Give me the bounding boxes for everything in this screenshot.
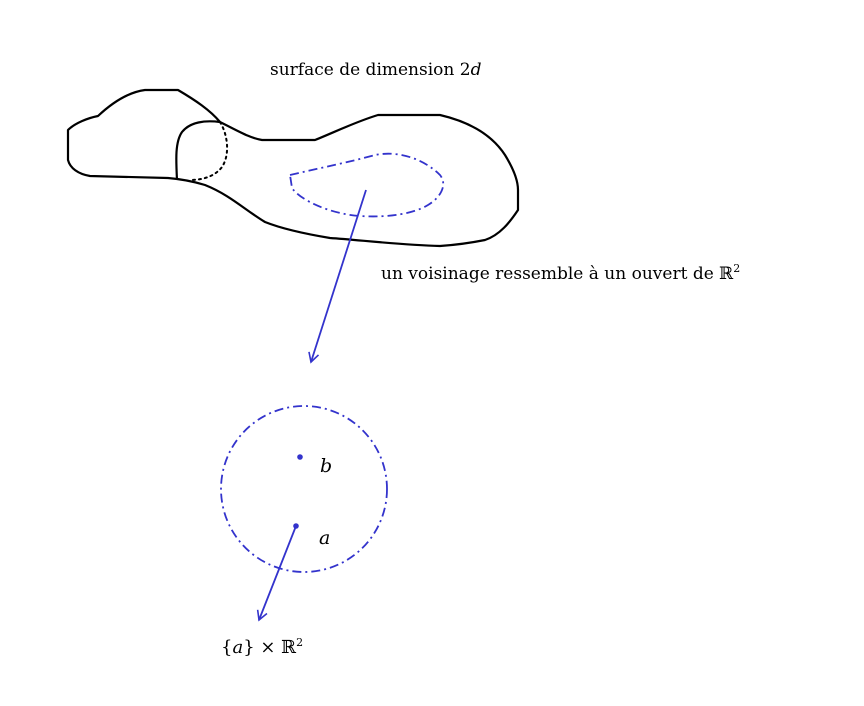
fiber-set-exponent: 2 <box>296 636 304 649</box>
neighborhood-region <box>288 152 445 218</box>
fiber-set-open: { <box>221 637 233 658</box>
open-disc <box>220 405 388 573</box>
point-a-label: a <box>319 527 331 549</box>
surface-title-label: surface de dimension 2d <box>270 60 481 80</box>
neighborhood-label: un voisinage ressemble à un ouvert de ℝ2 <box>381 262 740 284</box>
surface-title-var: d <box>470 60 482 80</box>
projection-arrow <box>308 189 367 364</box>
fiber-set-label: {a} × ℝ2 <box>221 636 303 658</box>
neighborhood-exponent: 2 <box>733 262 741 275</box>
point-b-dot <box>297 454 303 460</box>
neighborhood-text: un voisinage ressemble à un ouvert de ℝ <box>381 264 734 284</box>
fiber-set-rest: } × ℝ <box>243 637 297 658</box>
point-b-label: b <box>320 455 333 477</box>
fiber-arrow <box>256 525 297 622</box>
handle-back-dotted <box>189 121 228 181</box>
surface-outline <box>66 88 520 248</box>
fiber-set-var: a <box>232 637 244 658</box>
surface-title-text: surface de dimension 2 <box>270 60 471 80</box>
handle-front <box>175 120 221 181</box>
